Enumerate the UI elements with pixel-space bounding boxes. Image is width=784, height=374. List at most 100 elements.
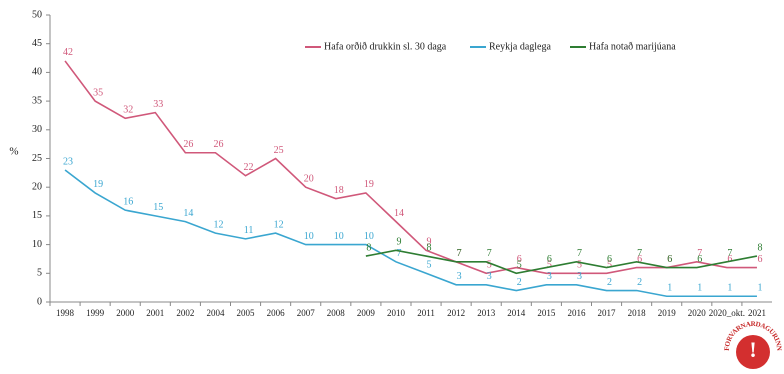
data-label: 5: [427, 260, 432, 271]
x-tick-label: 1998: [56, 308, 75, 318]
x-tick-label: 2017: [598, 308, 617, 318]
data-label: 2: [637, 277, 642, 288]
y-tick-label: 30: [32, 124, 42, 135]
data-label: 23: [63, 156, 73, 167]
data-label: 6: [667, 254, 672, 265]
legend-label: Hafa notað marijúana: [589, 41, 676, 52]
logo-icon: !: [749, 337, 756, 362]
data-label: 2: [517, 277, 522, 288]
data-label: 25: [274, 145, 284, 156]
data-label: 6: [697, 254, 702, 265]
data-label: 12: [213, 219, 223, 230]
x-tick-label: 2016: [567, 308, 586, 318]
data-label: 18: [334, 185, 344, 196]
y-tick-label: 15: [32, 210, 42, 221]
x-tick-label: 2001: [146, 308, 164, 318]
x-tick-label: 2012: [447, 308, 465, 318]
data-label: 8: [427, 242, 432, 253]
data-label: 3: [577, 271, 582, 282]
data-label: 5: [517, 260, 522, 271]
data-label: 20: [304, 173, 314, 184]
data-label: 15: [153, 202, 163, 213]
data-label: 7: [637, 248, 642, 259]
data-label: 6: [667, 254, 672, 265]
x-tick-label: 2021: [748, 308, 766, 318]
data-label: 1: [727, 283, 732, 294]
x-tick-label: 2015: [537, 308, 556, 318]
data-label: 3: [457, 271, 462, 282]
data-label: 11: [244, 225, 254, 236]
data-label: 6: [607, 254, 612, 265]
data-label: 5: [577, 260, 582, 271]
x-tick-label: 2005: [237, 308, 256, 318]
data-label: 6: [547, 254, 552, 265]
data-label: 5: [547, 260, 552, 271]
data-label: 2: [607, 277, 612, 288]
data-label: 7: [577, 248, 582, 259]
x-tick-label: 2014: [507, 308, 526, 318]
y-tick-label: 45: [32, 38, 42, 49]
data-label: 12: [274, 219, 284, 230]
x-tick-label: 2013: [477, 308, 496, 318]
data-label: 6: [637, 254, 642, 265]
data-label: 1: [667, 283, 672, 294]
x-tick-label: 1999: [86, 308, 105, 318]
logo: ! FORVARNARDAGURINN: [723, 320, 783, 369]
data-label: 35: [93, 87, 103, 98]
x-tick-label: 2019: [658, 308, 677, 318]
y-tick-label: 20: [32, 181, 42, 192]
y-tick-label: 5: [37, 268, 42, 279]
data-label: 22: [244, 162, 254, 173]
data-label: 10: [334, 231, 344, 242]
data-label: 16: [123, 196, 133, 207]
data-label: 33: [153, 99, 163, 110]
legend-label: Reykja daglega: [489, 41, 551, 52]
data-label: 26: [213, 139, 223, 150]
data-label: 3: [487, 271, 492, 282]
y-tick-label: 40: [32, 67, 42, 78]
data-label: 6: [517, 254, 522, 265]
data-label: 8: [757, 242, 762, 253]
data-label: 7: [487, 248, 492, 259]
x-tick-label: 2000: [116, 308, 135, 318]
series-line: [64, 169, 757, 298]
data-label: 7: [457, 248, 462, 259]
data-label: 7: [457, 248, 462, 259]
data-label: 1: [757, 283, 762, 294]
data-label: 3: [547, 271, 552, 282]
data-label: 42: [63, 47, 73, 58]
x-tick-label: 2011: [417, 308, 435, 318]
data-label: 1: [697, 283, 702, 294]
y-tick-label: 25: [32, 153, 42, 164]
data-label: 10: [304, 231, 314, 242]
data-label: 7: [697, 248, 702, 259]
x-tick-label: 2002: [176, 308, 194, 318]
x-tick-label: 2020: [688, 308, 707, 318]
x-tick-label: 2004: [206, 308, 225, 318]
x-tick-label: 2018: [628, 308, 647, 318]
y-tick-label: 10: [32, 239, 42, 250]
data-label: 7: [727, 248, 732, 259]
data-label: 32: [123, 105, 133, 116]
y-tick-label: 0: [37, 296, 42, 307]
y-tick-label: 35: [32, 95, 42, 106]
x-tick-label: 2010: [387, 308, 406, 318]
data-label: 7: [396, 248, 401, 259]
series-line: [365, 249, 758, 275]
logo-circle: [736, 335, 770, 369]
data-label: 14: [183, 208, 193, 219]
x-tick-label: 2008: [327, 308, 346, 318]
y-axis-label: %: [9, 146, 18, 158]
x-tick-label: 2006: [267, 308, 286, 318]
y-tick-label: 50: [32, 9, 42, 20]
data-label: 10: [364, 231, 374, 242]
data-label: 19: [364, 179, 374, 190]
data-label: 9: [396, 237, 401, 248]
data-label: 14: [394, 208, 404, 219]
data-label: 5: [487, 260, 492, 271]
data-label: 6: [757, 254, 762, 265]
x-tick-label: 2020_okt.: [709, 308, 745, 318]
data-label: 26: [183, 139, 193, 150]
data-label: 19: [93, 179, 103, 190]
